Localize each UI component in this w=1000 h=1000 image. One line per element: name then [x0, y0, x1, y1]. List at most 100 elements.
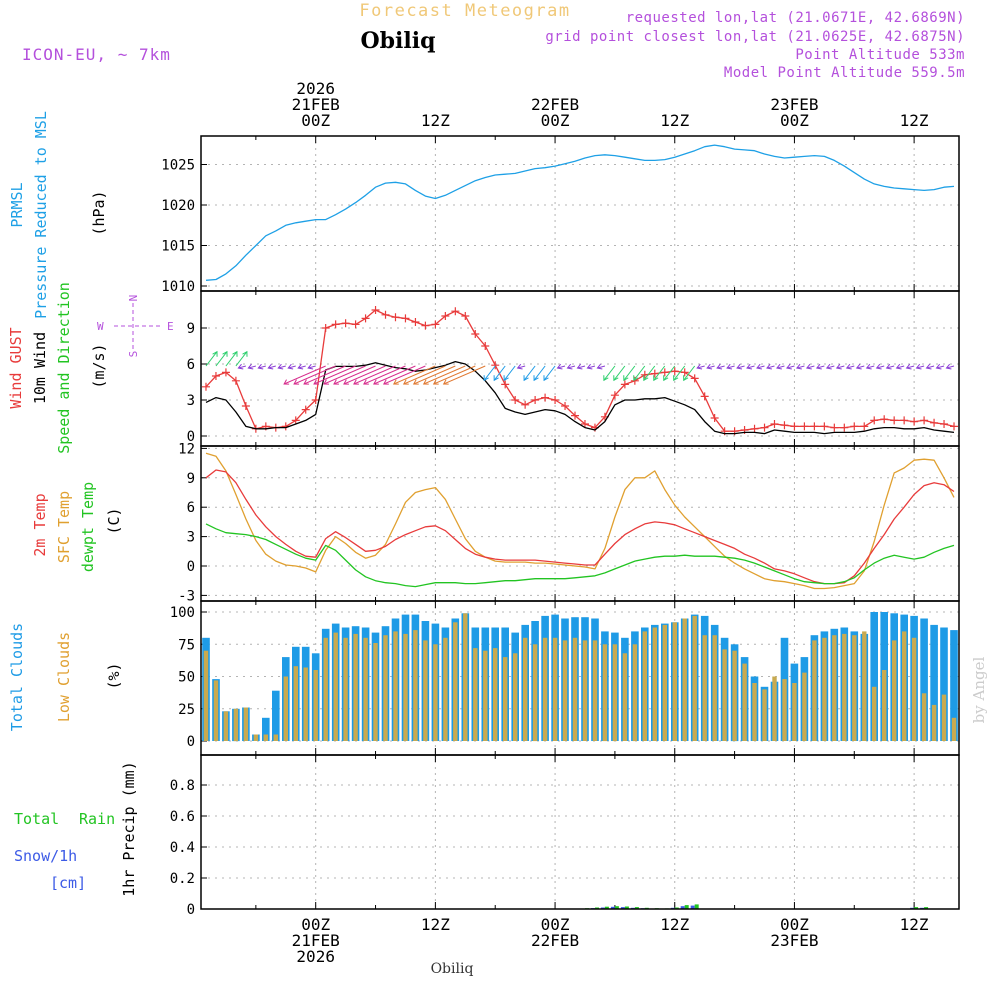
wind-arrow: [716, 365, 725, 369]
wind-arrow-head: [222, 350, 228, 357]
wind-arrow: [343, 365, 386, 385]
pressure-unit: (hPa): [90, 190, 108, 235]
bottom-time-label: 00Z: [780, 915, 809, 934]
gust-marker: [950, 422, 959, 431]
low-cloud-bar: [223, 711, 229, 741]
wind-arrow-head: [392, 379, 399, 385]
top-time-label: 21FEB: [292, 95, 340, 114]
wind-arrow: [866, 365, 875, 369]
low-cloud-bar: [562, 640, 568, 741]
low-cloud-bar: [911, 637, 917, 741]
precip-ytick-label: 0.4: [170, 840, 195, 856]
bottom-time-label: 2026: [296, 947, 335, 966]
wind-arrow: [353, 365, 396, 385]
wind-arrow-head: [493, 375, 499, 382]
wind-arrow-head: [603, 375, 609, 382]
wind-arrow-head: [333, 379, 339, 385]
low-cloud-bar: [832, 635, 837, 741]
wind-arrow-head: [586, 363, 593, 370]
top-time-label: 2026: [296, 79, 335, 98]
gust-marker: [321, 324, 330, 332]
wind-arrow: [697, 365, 705, 369]
wind-arrow-head: [303, 379, 310, 385]
gust-marker: [401, 314, 410, 323]
wind-arrow: [258, 365, 266, 369]
gust-marker: [361, 314, 370, 323]
sfc-label: SFC Temp: [55, 491, 73, 563]
precip-ytick-label: 0: [187, 902, 195, 918]
rain-bar: [604, 906, 609, 909]
snow-bar: [680, 906, 685, 909]
wind-arrow: [413, 365, 456, 385]
gust-marker: [900, 416, 909, 425]
low-cloud-bar: [941, 694, 947, 741]
low-cloud-bar: [293, 666, 298, 741]
low-cloud-bar: [253, 734, 259, 741]
gust-marker: [441, 312, 450, 320]
wind-arrow-head: [343, 379, 349, 385]
low-cloud-bar: [762, 689, 767, 741]
gust-marker: [690, 374, 699, 383]
wind-arrow-head: [516, 363, 523, 370]
wind-arrow-head: [696, 363, 703, 370]
gust-marker: [750, 424, 759, 433]
wind-arrow-head: [556, 363, 563, 370]
clouds-ytick-label: 50: [178, 670, 195, 686]
wind-arrow-head: [683, 375, 689, 382]
low-cloud-bar: [882, 670, 887, 741]
gust-marker: [680, 368, 689, 377]
temp-ytick-label: 9: [187, 471, 195, 487]
compass-s: S: [127, 351, 140, 358]
wind-arrow-head: [576, 363, 583, 370]
low-cloud-bar: [542, 637, 548, 741]
cloud-unit: (%): [105, 662, 123, 689]
wind-arrow: [683, 365, 696, 381]
low-cloud-bar: [812, 640, 817, 741]
low-cloud-bar: [712, 635, 717, 741]
wind-arrow-head: [267, 363, 274, 370]
top-time-label: 12Z: [660, 111, 689, 130]
temp-labels: 2m Temp SFC Temp dewpt Temp (C): [31, 482, 123, 572]
wind-arrow-head: [855, 363, 862, 370]
wind-arrow: [856, 365, 865, 369]
bottom-time-label: 12Z: [660, 915, 689, 934]
wind-arrow: [906, 365, 915, 369]
gust-marker: [391, 313, 400, 322]
wind-arrow-head: [673, 375, 679, 382]
precip-rain-label: Rain: [79, 810, 115, 828]
total-cloud-bar: [950, 630, 958, 741]
wind-arrow-head: [716, 363, 723, 370]
gust-marker: [780, 421, 789, 430]
wind-arrow-head: [736, 363, 743, 370]
low-cloud-bar: [433, 644, 438, 742]
low-cloud-bar: [263, 734, 268, 741]
clouds-ytick-label: 25: [178, 702, 195, 718]
low-cloud-bar: [892, 640, 897, 741]
wind-arrow-head: [925, 363, 932, 370]
low-cloud-bar: [373, 643, 378, 741]
low-cloud-bar: [772, 676, 777, 741]
wind-arrow-head: [503, 375, 509, 382]
wind-arrow-head: [283, 379, 290, 385]
wind-arrow: [308, 365, 316, 369]
low-cloud-bar: [273, 734, 278, 741]
footer-location: Obiliq: [431, 961, 474, 977]
wind-arrow: [298, 365, 306, 369]
total-cloud-bar: [940, 627, 948, 741]
wind-arrow: [746, 365, 755, 369]
bottom-time-label: 23FEB: [770, 931, 818, 950]
low-cloud-bar: [283, 676, 288, 741]
low-cloud-bar: [423, 640, 428, 741]
wind-arrow-head: [756, 363, 762, 370]
gust-marker: [710, 414, 719, 422]
wind-arrow-head: [287, 363, 294, 370]
temp-ytick-label: -3: [178, 588, 195, 604]
precip-total-label: Total: [14, 810, 59, 828]
wind-arrow-head: [815, 363, 822, 370]
wind-arrow-head: [805, 363, 812, 370]
wind-arrow-head: [613, 375, 619, 382]
wind-arrow: [816, 365, 825, 369]
bottom-time-label: 12Z: [421, 915, 450, 934]
gust-marker: [571, 411, 580, 420]
wind-arrow-head: [865, 363, 872, 370]
